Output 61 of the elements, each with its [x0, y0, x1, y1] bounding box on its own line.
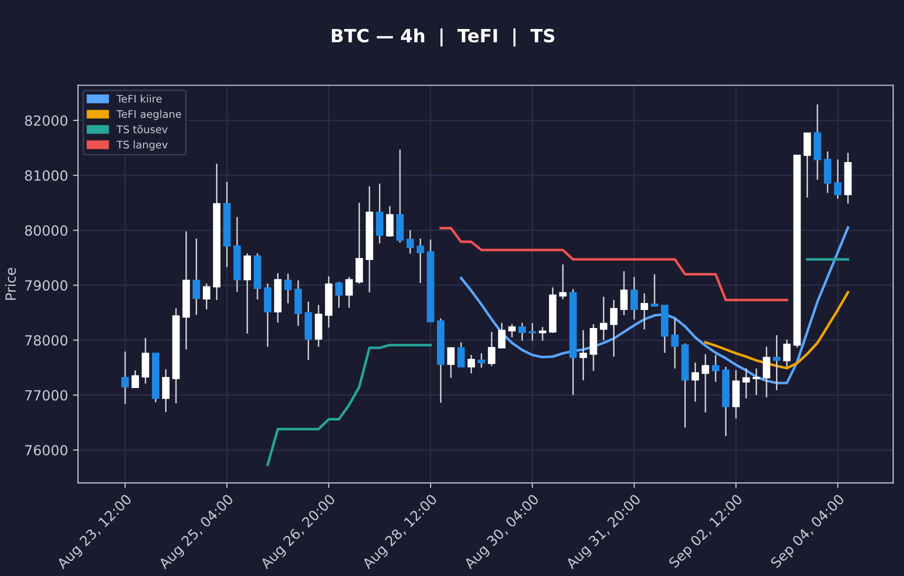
y-axis-title: Price — [5, 268, 16, 300]
candlestick — [772, 334, 780, 391]
candlestick — [559, 264, 567, 300]
candlestick — [192, 238, 200, 316]
candlestick — [580, 330, 587, 381]
candlestick — [142, 337, 150, 384]
line-series — [439, 226, 788, 302]
legend-label: TeFI kiire — [116, 94, 162, 103]
candlestick — [264, 282, 272, 348]
candlestick — [640, 292, 648, 330]
candlestick — [702, 353, 710, 414]
candlestick — [600, 296, 608, 341]
candlestick — [345, 276, 353, 308]
candlestick — [508, 324, 516, 338]
candlestick — [202, 282, 210, 310]
candlestick — [447, 347, 455, 378]
candlestick — [468, 354, 475, 374]
candlestick — [630, 276, 638, 320]
candlestick — [132, 370, 139, 389]
candlestick — [620, 270, 628, 316]
candlestick — [752, 368, 760, 396]
candlestick — [162, 368, 170, 413]
y-tick-label: 77000 — [25, 390, 68, 401]
y-tick-label: 79000 — [25, 280, 68, 291]
candlestick — [244, 252, 251, 334]
candlestick — [498, 322, 506, 349]
candlestick — [650, 274, 658, 307]
y-tick-label: 78000 — [25, 335, 68, 346]
candlestick — [712, 354, 720, 383]
chart-title: BTC — 4h | TeFI | TS — [332, 28, 554, 46]
candlestick — [386, 205, 394, 238]
candlestick — [488, 331, 496, 367]
candlestick — [478, 352, 486, 368]
candlestick — [762, 346, 770, 398]
candlestick — [804, 132, 811, 198]
candlestick — [538, 326, 546, 342]
candlestick — [783, 338, 791, 368]
legend-label: TS tõusev — [116, 125, 168, 134]
candlestick — [457, 342, 465, 368]
candlestick — [416, 238, 424, 284]
candlestick — [335, 281, 343, 308]
y-tick-label: 81000 — [25, 170, 68, 181]
y-tick-label: 76000 — [25, 444, 68, 456]
y-tick-label: 80000 — [25, 225, 68, 236]
candlestick — [834, 158, 842, 200]
candlestick — [824, 150, 832, 194]
candlestick — [284, 272, 292, 304]
candlestick — [406, 230, 414, 254]
candlestick — [528, 322, 536, 342]
candlestick — [671, 318, 679, 370]
candlestick — [376, 182, 384, 244]
candlestick — [610, 299, 618, 358]
candlestick — [692, 362, 699, 402]
legend-label: TeFI aeglane — [116, 110, 182, 120]
candlestick — [356, 202, 363, 284]
y-tick-label: 82000 — [25, 115, 68, 126]
candlestick — [518, 322, 526, 342]
candlestick — [121, 350, 129, 405]
line-series — [460, 226, 850, 384]
candlestick — [742, 368, 750, 400]
legend-label: TS langev — [116, 140, 168, 151]
